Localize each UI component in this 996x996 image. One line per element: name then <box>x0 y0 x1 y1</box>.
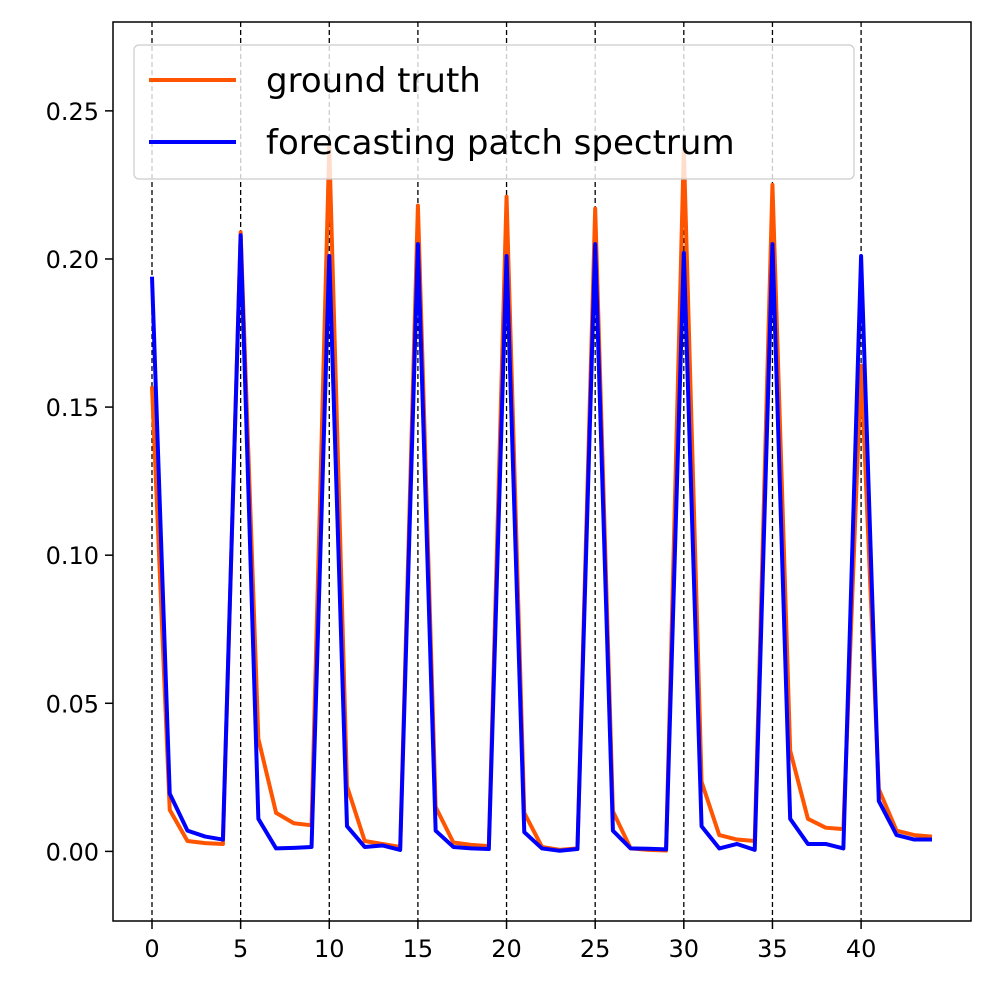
x-tick-label-5: 5 <box>233 935 248 963</box>
plot-frame <box>112 21 972 922</box>
legend: ground truth forecasting patch spectrum <box>133 44 855 180</box>
x-tick-label-30: 30 <box>669 935 700 963</box>
legend-label-forecasting-patch-spectrum: forecasting patch spectrum <box>266 123 735 163</box>
x-axis-ticks: 0 5 10 15 20 25 30 35 40 <box>144 921 876 963</box>
y-tick-label-0-00: 0.00 <box>46 838 99 866</box>
y-tick-label-0-15: 0.15 <box>46 394 99 422</box>
vertical-dashed-lines <box>151 22 862 921</box>
x-tick-label-25: 25 <box>580 935 611 963</box>
y-tick-label-0-25: 0.25 <box>46 98 99 126</box>
series-line-ground-truth <box>150 144 933 853</box>
legend-box <box>133 44 855 180</box>
y-tick-label-0-05: 0.05 <box>46 690 99 718</box>
x-tick-label-15: 15 <box>403 935 434 963</box>
x-tick-label-40: 40 <box>846 935 877 963</box>
legend-label-ground-truth: ground truth <box>266 61 481 101</box>
x-tick-label-35: 35 <box>757 935 788 963</box>
series-line-forecasting-patch-spectrum <box>150 233 932 853</box>
x-tick-label-20: 20 <box>491 935 522 963</box>
series-lines <box>150 144 933 853</box>
x-tick-label-0: 0 <box>144 935 159 963</box>
x-tick-label-10: 10 <box>314 935 345 963</box>
y-tick-label-0-20: 0.20 <box>46 246 99 274</box>
y-tick-label-0-10: 0.10 <box>46 542 99 570</box>
y-axis-ticks: 0.00 0.05 0.10 0.15 0.20 0.25 <box>46 98 113 866</box>
